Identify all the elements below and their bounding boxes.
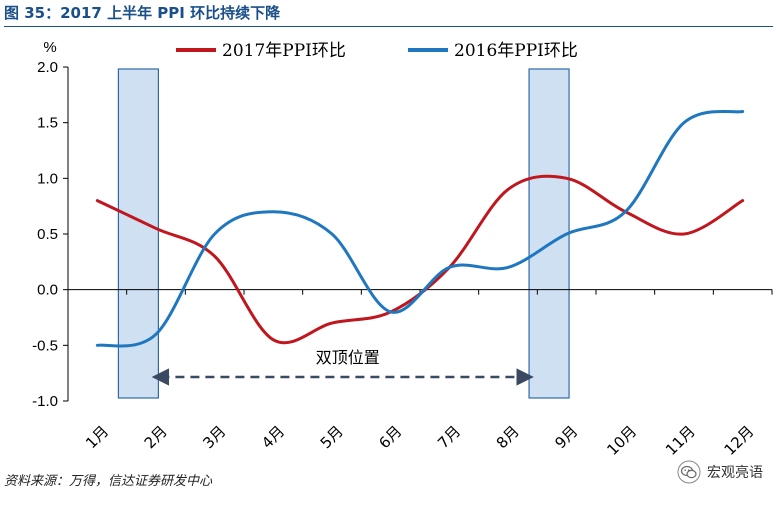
wechat-icon	[677, 460, 701, 484]
x-tick-label: 2月	[141, 422, 171, 452]
chart-legend: 2017年PPI环比 2016年PPI环比	[176, 41, 578, 61]
x-tick-label: 12月	[721, 422, 758, 459]
x-tick-label: 5月	[317, 422, 347, 452]
double-top-label: 双顶位置	[316, 348, 380, 367]
y-tick-label: 1.5	[37, 115, 58, 132]
series-2017-line	[95, 174, 745, 345]
source-note: 资料来源：万得，信达证券研发中心	[4, 474, 213, 489]
wechat-watermark: 宏观亮语	[677, 460, 763, 484]
highlight-band-1	[117, 68, 160, 399]
x-tick-label: 7月	[434, 422, 464, 452]
double-top-annotation: 双顶位置	[151, 348, 534, 386]
chart-series	[95, 109, 745, 348]
x-tick-label: 8月	[493, 422, 523, 452]
watermark-label: 宏观亮语	[707, 465, 763, 481]
ppi-line-chart: 2.0 1.5 1.0 0.5 0.0 -0.5 -1.0% 1月 2月 3月 4月 5月 6月 7月 8月…	[32, 39, 773, 459]
title-divider	[4, 26, 773, 27]
y-tick-label: 2.0	[37, 59, 58, 76]
figure-title: 图 35：2017 上半年 PPI 环比持续下降	[4, 4, 281, 22]
x-tick-label: 6月	[375, 422, 405, 452]
y-tick-label: 1.0	[37, 170, 58, 187]
highlight-bands	[117, 68, 570, 399]
legend-label-1: 2017年PPI环比	[222, 41, 346, 61]
y-unit-label: %	[43, 39, 56, 56]
highlight-band-2	[528, 68, 570, 399]
y-tick-label: 0.0	[37, 282, 58, 299]
legend-label-2: 2016年PPI环比	[454, 41, 578, 61]
y-tick-label: -1.0	[32, 393, 58, 410]
series-2016-line	[95, 109, 745, 348]
x-tick-label: 4月	[258, 422, 288, 452]
x-tick-label: 10月	[603, 422, 640, 459]
y-tick-label: -0.5	[32, 337, 58, 354]
x-tick-label: 1月	[82, 422, 112, 452]
x-tick-label: 9月	[551, 422, 581, 452]
y-tick-label: 0.5	[37, 226, 58, 243]
x-tick-label: 11月	[662, 422, 699, 459]
x-tick-label: 3月	[199, 422, 229, 452]
